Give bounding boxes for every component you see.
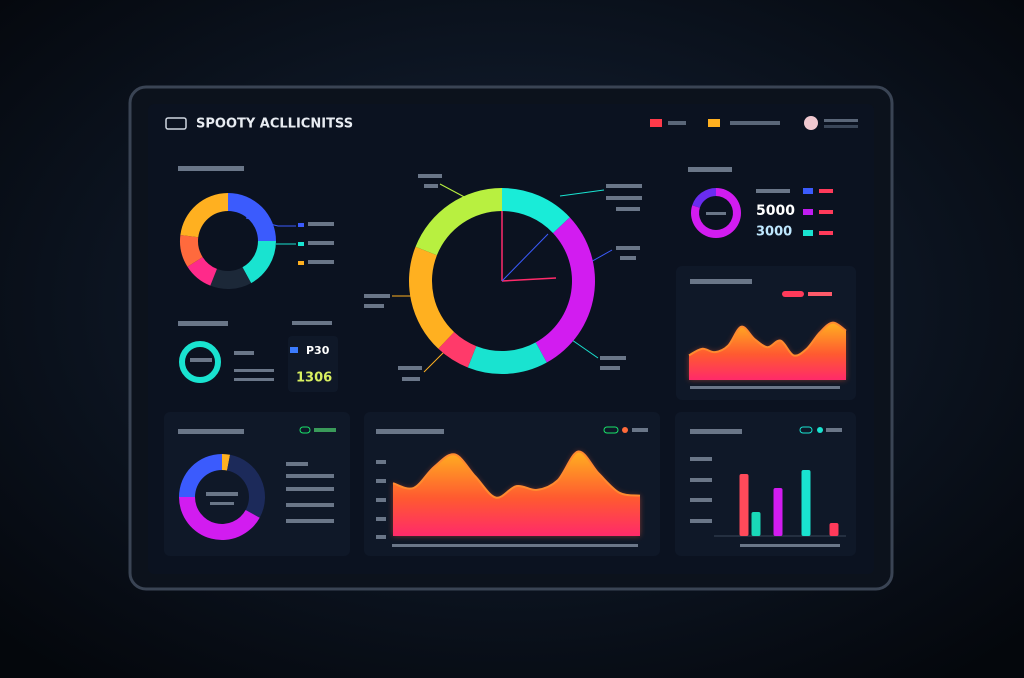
logo-icon xyxy=(165,117,187,130)
donut-segment xyxy=(692,188,716,208)
area-line xyxy=(688,321,847,357)
avatar[interactable] xyxy=(804,116,818,130)
panel xyxy=(675,412,856,556)
donut-segment xyxy=(179,341,221,383)
donut-segment xyxy=(535,217,595,363)
app-title: SPOOTY ACLLICNITSS xyxy=(196,117,353,132)
donut-segment xyxy=(690,188,741,239)
label-placeholders xyxy=(178,166,840,547)
donut-segment xyxy=(179,497,260,540)
donut-segment xyxy=(210,267,252,289)
donut-segment xyxy=(228,193,276,241)
bar xyxy=(801,470,811,536)
nav-text[interactable] xyxy=(730,121,780,125)
stat-value: P30 xyxy=(306,344,330,357)
user-text xyxy=(824,125,858,128)
donut-segment xyxy=(502,188,570,234)
donut-segment xyxy=(242,241,276,284)
area-line xyxy=(392,450,641,499)
donut-segment xyxy=(180,234,203,267)
bar xyxy=(829,523,839,536)
donut-segment xyxy=(415,188,502,256)
donut-segment xyxy=(222,454,231,471)
bar xyxy=(751,512,761,536)
stat-value: 1306 xyxy=(296,371,332,386)
donut-segment xyxy=(227,454,265,518)
donut-segment xyxy=(179,454,222,497)
nav-icon[interactable] xyxy=(708,119,720,127)
stat-value: 3000 xyxy=(756,225,792,240)
bar xyxy=(773,488,783,536)
donut-segment xyxy=(180,193,228,238)
panel xyxy=(288,336,338,392)
donut-segment xyxy=(409,246,455,349)
area-fill xyxy=(689,322,846,380)
donut-segment xyxy=(187,257,217,286)
donut-segment xyxy=(438,332,477,368)
area-fill xyxy=(393,451,640,536)
nav-text[interactable] xyxy=(668,121,686,125)
bar xyxy=(739,474,749,536)
stat-value: 5000 xyxy=(756,203,795,219)
donut-segment xyxy=(467,342,547,375)
legend-dots xyxy=(290,188,842,434)
user-text xyxy=(824,119,858,122)
nav-icon[interactable] xyxy=(650,119,662,127)
